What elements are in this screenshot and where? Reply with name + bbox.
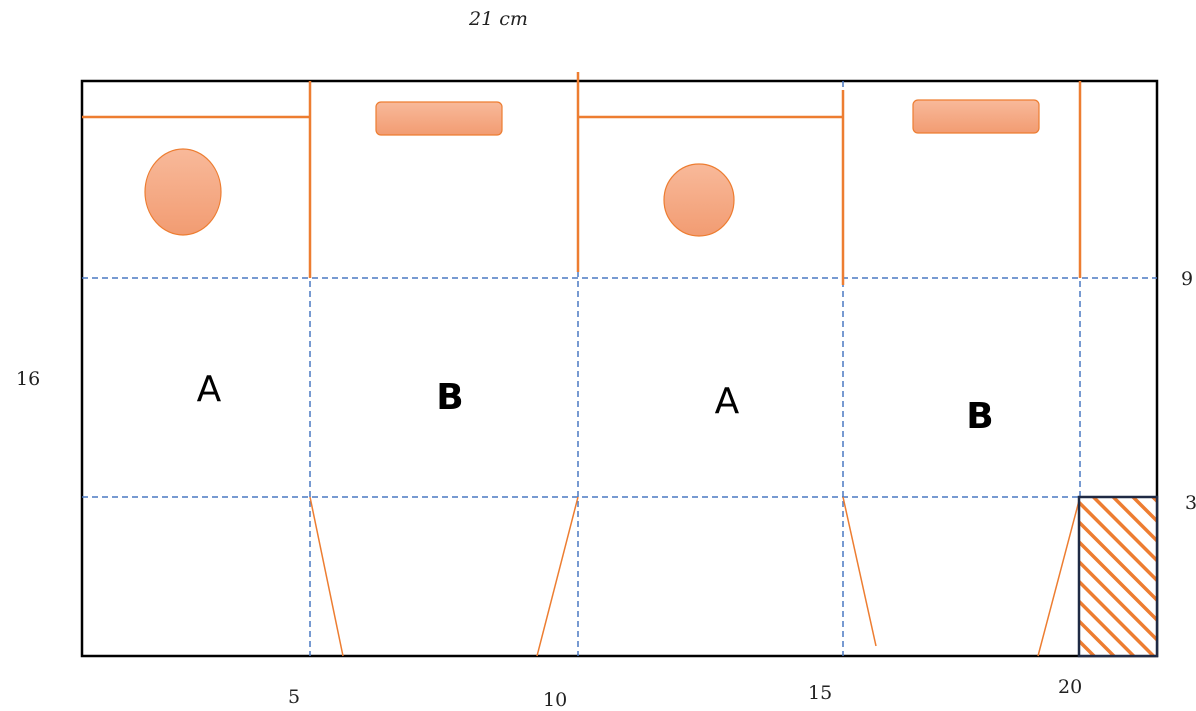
top-dimension-label: 21 cm: [469, 8, 528, 30]
net-outline: [80, 79, 1159, 658]
bottom-cut-1: [309, 496, 344, 657]
right-dimension-label-3: 3: [1185, 492, 1196, 514]
bottom-cut-4: [1037, 496, 1081, 657]
bottom-cut-2: [536, 496, 579, 657]
bottom-tick-15: 15: [808, 682, 833, 704]
circle-hole-2: [663, 163, 735, 237]
circle-hole-1: [144, 148, 222, 236]
bottom-tick-10: 10: [543, 689, 568, 711]
bottom-cut-3: [842, 496, 877, 647]
panel-label-3: A: [715, 381, 740, 422]
left-dimension-label: 16: [16, 368, 41, 390]
right-dimension-label-9: 9: [1181, 268, 1194, 290]
handle-slot-1: [375, 101, 503, 136]
bottom-tick-5: 5: [288, 686, 301, 708]
glue-tab-hatched: [1077, 495, 1159, 658]
panel-label-1: A: [197, 369, 222, 410]
panel-label-4: B: [966, 396, 993, 437]
panel-label-2: B: [436, 377, 463, 418]
handle-slot-2: [912, 99, 1040, 134]
bottom-tick-20: 20: [1058, 676, 1083, 698]
